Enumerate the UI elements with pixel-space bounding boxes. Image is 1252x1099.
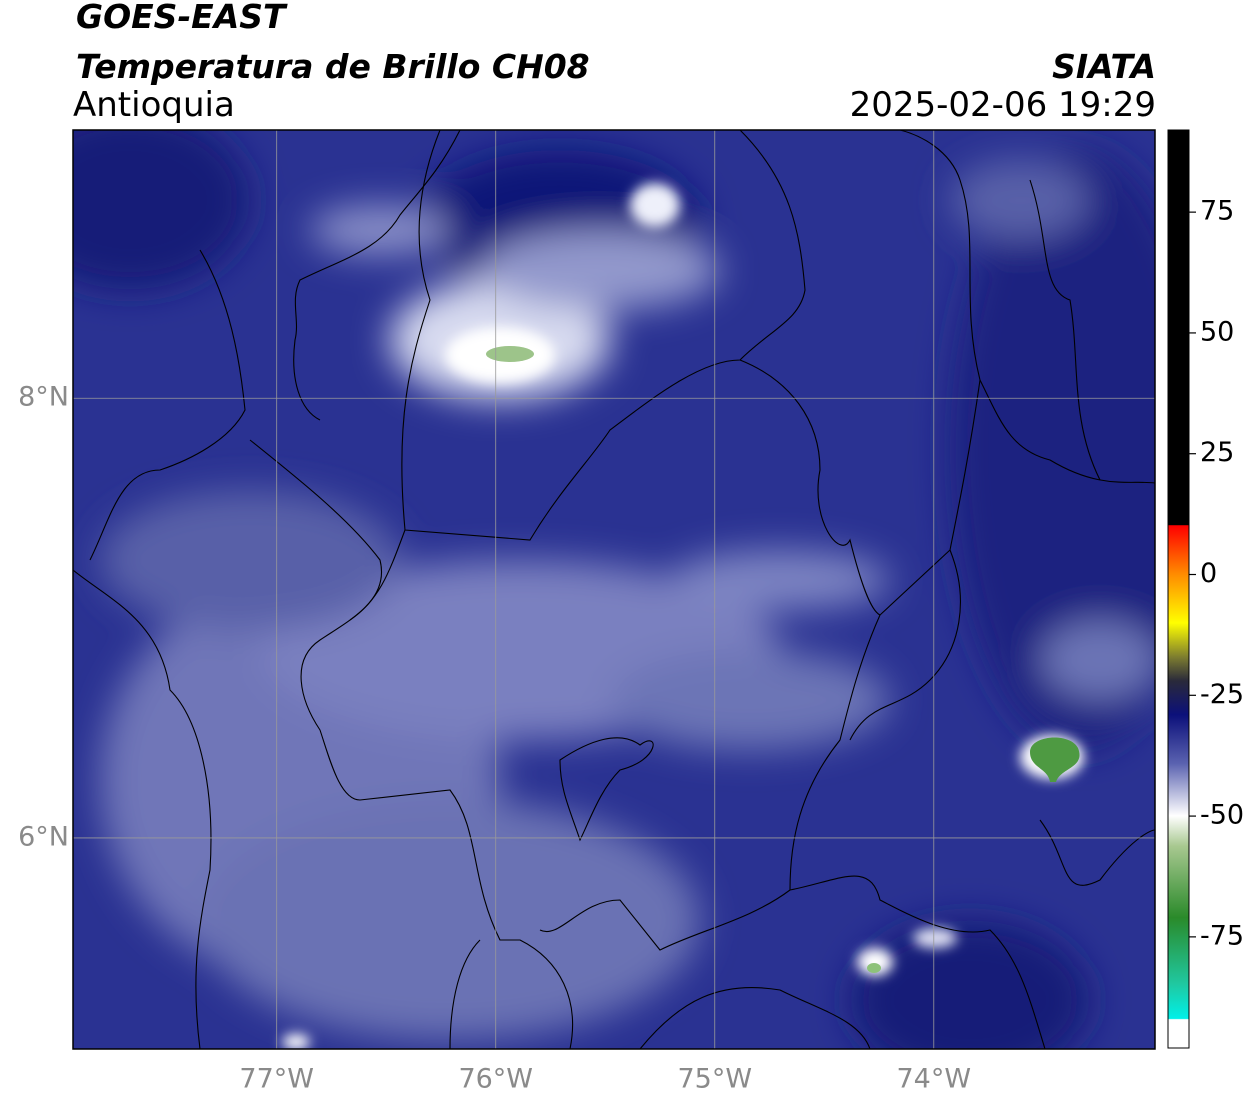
graticule xyxy=(73,130,1155,1049)
region: Antioquia xyxy=(73,85,235,125)
timestamp: 2025-02-06 19:29 xyxy=(850,85,1156,125)
map-frame xyxy=(72,129,1156,1050)
title: GOES-EAST xyxy=(76,0,288,36)
colorbar-tick-label: -25 xyxy=(1200,679,1244,710)
x-tick-label: 75°W xyxy=(677,1064,752,1095)
y-tick-label: 6°N xyxy=(18,821,69,852)
colorbar-tick-label: 25 xyxy=(1200,437,1234,468)
borders xyxy=(73,130,1155,1049)
colorbar-tick-label: 75 xyxy=(1200,196,1234,227)
colorbar xyxy=(1167,129,1190,1049)
subtitle: Temperatura de Brillo CH08 xyxy=(76,47,590,86)
cold-core xyxy=(486,346,534,362)
colorbar-tick-label: -50 xyxy=(1200,800,1244,831)
cloud-field xyxy=(73,130,1155,1049)
cold-core xyxy=(867,963,881,973)
source: SIATA xyxy=(1052,47,1156,86)
x-tick-label: 76°W xyxy=(458,1064,533,1095)
y-tick-label: 8°N xyxy=(18,382,69,413)
colorbar-tick-label: 50 xyxy=(1200,316,1234,347)
cold-core xyxy=(1030,737,1080,782)
colorbar-tick-label: 0 xyxy=(1200,558,1217,589)
satellite-image xyxy=(73,130,1155,1049)
x-tick-label: 77°W xyxy=(239,1064,314,1095)
colorbar-tick-label: -75 xyxy=(1200,920,1244,951)
x-tick-label: 74°W xyxy=(897,1064,972,1095)
